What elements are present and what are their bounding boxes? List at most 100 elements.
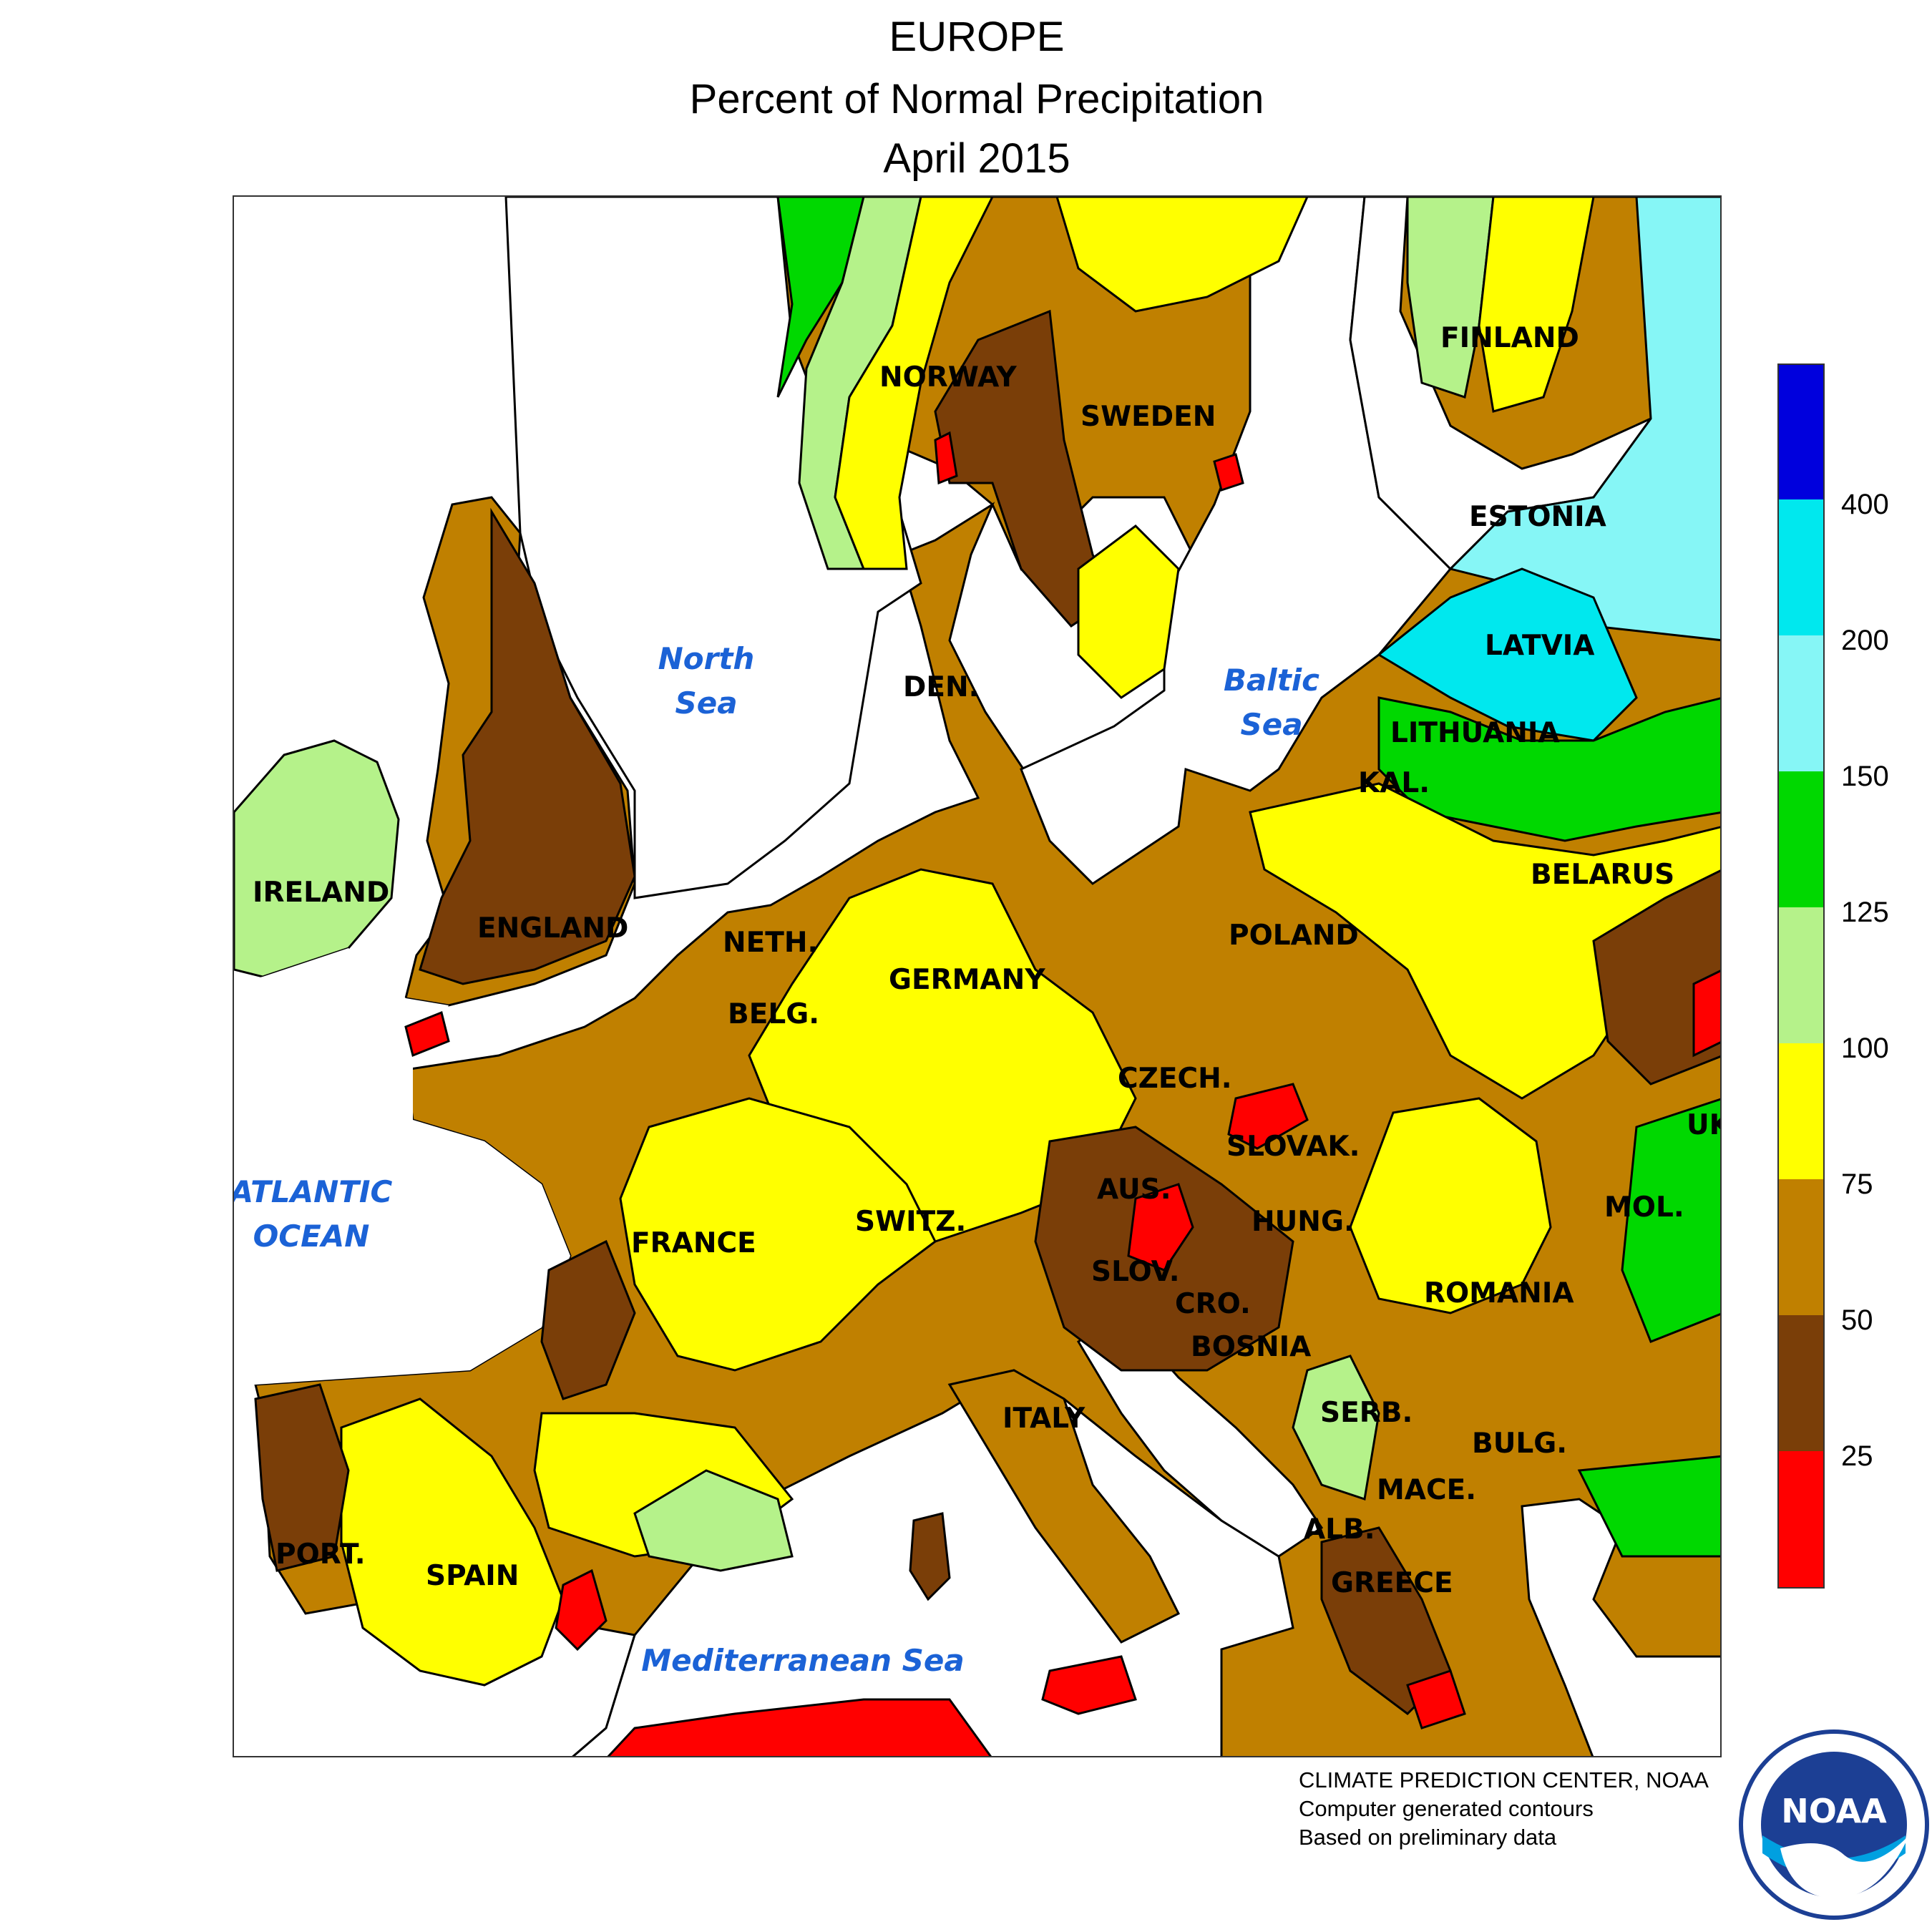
legend-swatch-25-50 [1779,1315,1823,1451]
band-france-dry [540,1239,636,1400]
label-spain: SPAIN [426,1560,519,1592]
legend-tick-75: 75 [1841,1169,1873,1200]
label-austria: AUS. [1097,1174,1171,1206]
label-netherlands: NETH. [723,927,818,959]
band-norway-red [934,431,958,485]
band-black-sea-green [1577,1455,1720,1558]
band-balkan-green [1292,1355,1380,1501]
legend-tick-400: 400 [1841,489,1889,520]
legend-swatch-150-200 [1779,635,1823,771]
color-legend [1777,364,1825,1589]
label-sweden: SWEDEN [1080,401,1216,433]
label-north-sea-1: North [658,641,755,676]
legend-tick-150: 150 [1841,761,1889,792]
label-england: ENGLAND [477,912,628,945]
label-norway: NORWAY [879,361,1018,394]
label-serbia: SERB. [1320,1397,1413,1429]
band-east-green [1621,1098,1720,1343]
label-ukraine: UK [1687,1109,1722,1141]
band-italy [947,1369,1181,1644]
precipitation-map: NORWAY SWEDEN FINLAND ESTONIA LATVIA LIT… [233,195,1722,1757]
label-baltic-sea-2: Sea [1240,707,1302,742]
band-east-red [1692,970,1720,1058]
band-sicily-red [1041,1655,1137,1715]
land-ireland [234,739,400,978]
band-greece-red [1406,1669,1466,1729]
label-baltic-sea-1: Baltic [1224,663,1319,698]
label-lithuania: LITHUANIA [1390,717,1560,749]
label-belgium: BELG. [728,998,819,1030]
band-slovakia-red [1227,1083,1309,1150]
legend-swatch-100-125 [1779,907,1823,1043]
band-spain-yellow [340,1397,565,1687]
label-estonia: ESTONIA [1469,501,1606,533]
band-hungary-red [1127,1183,1194,1272]
label-portugal: PORT. [275,1538,366,1571]
band-africa-red [607,1698,992,1756]
band-east-cyan [1448,197,1720,642]
label-switzerland: SWITZ. [855,1206,966,1238]
label-atlantic-1: ATLANTIC [234,1174,393,1209]
credit-source: CLIMATE PREDICTION CENTER, NOAA [1299,1767,1709,1792]
band-finland-yellow [1478,197,1595,413]
legend-swatch-200-400 [1779,499,1823,635]
band-france-yellow [619,1097,937,1372]
label-croatia: CRO. [1175,1288,1251,1320]
label-atlantic-2: OCEAN [253,1219,370,1254]
label-bulgaria: BULG. [1472,1428,1567,1460]
band-sardinia [909,1512,951,1601]
label-denmark: DEN. [903,671,979,703]
label-italy: ITALY [1002,1402,1085,1435]
legend-tick-100: 100 [1841,1033,1889,1064]
country-labels: NORWAY SWEDEN FINLAND ESTONIA LATVIA LIT… [253,322,1722,1599]
band-sweden-yellow [1055,197,1309,313]
label-macedonia: MACE. [1377,1474,1476,1506]
legend-tick-200: 200 [1841,625,1889,656]
label-france: FRANCE [631,1227,756,1259]
label-poland: POLAND [1229,919,1359,952]
band-cornwall-red [404,1010,450,1058]
credit-contours: Computer generated contours [1299,1796,1594,1821]
label-mediterranean: Mediterranean Sea [641,1643,964,1678]
label-kaliningrad: KAL. [1358,767,1430,799]
map-region-title: EUROPE [889,14,1065,60]
label-moldova: MOL. [1604,1191,1684,1224]
band-spain-dry [254,1383,350,1572]
band-romania-yellow [1349,1097,1552,1314]
label-romania: ROMANIA [1424,1277,1574,1309]
legend-tick-25: 25 [1841,1440,1873,1472]
noaa-logo-text: NOAA [1781,1792,1887,1830]
label-slovakia: SLOVAK. [1226,1131,1360,1163]
label-bosnia: BOSNIA [1191,1331,1311,1363]
band-baltic-cyan [1377,567,1638,742]
label-finland: FINLAND [1440,322,1579,354]
legend-tick-50: 50 [1841,1304,1873,1336]
map-canvas: NORWAY SWEDEN FINLAND ESTONIA LATVIA LIT… [234,197,1722,1756]
band-spain-red [555,1568,608,1652]
band-norway-wet [776,197,865,398]
legend-swatch-50-75 [1779,1179,1823,1315]
band-dry-britain [419,507,636,985]
noaa-logo-icon: NOAA [1739,1729,1929,1920]
label-greece: GREECE [1331,1567,1453,1599]
band-sweden-red [1213,453,1244,492]
legend-swatch-gt400 [1779,365,1823,499]
credit-preliminary: Based on preliminary data [1299,1825,1557,1850]
map-title: Percent of Normal Precipitation [689,76,1264,122]
band-norway-yellow [834,197,994,570]
band-sweden-south [1077,525,1180,699]
label-latvia: LATVIA [1485,630,1595,662]
label-czech: CZECH. [1118,1063,1232,1095]
sea-atlantic [234,948,570,1385]
label-slovenia: SLOV. [1091,1256,1180,1288]
legend-swatch-75-100 [1779,1043,1823,1179]
label-north-sea-2: Sea [675,686,737,721]
legend-tick-125: 125 [1841,897,1889,928]
label-belarus: BELARUS [1531,859,1674,891]
band-south-france-green [633,1469,794,1572]
band-east-dry [1592,869,1720,1085]
legend-swatch-lt25 [1779,1451,1823,1587]
label-ireland: IRELAND [253,877,389,909]
band-finland-green [1406,197,1495,399]
label-germany: GERMANY [889,964,1045,996]
